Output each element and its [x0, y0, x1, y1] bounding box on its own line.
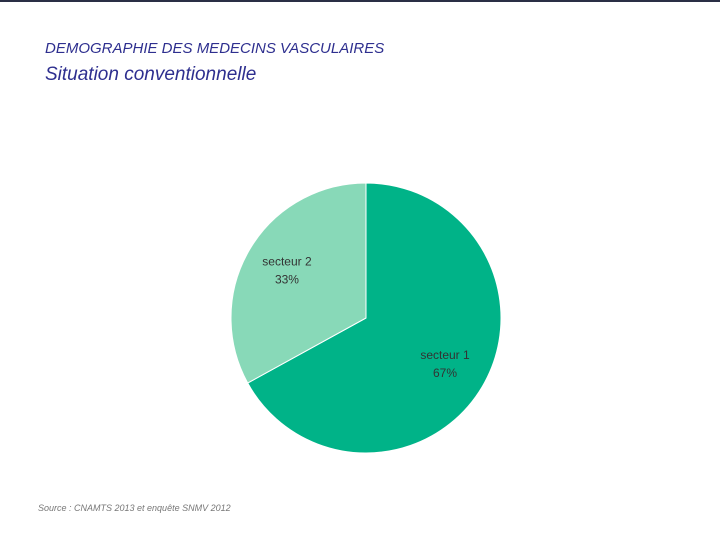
top-border — [0, 0, 720, 2]
slice-value-label: 67% — [433, 366, 457, 380]
slice-category-label: secteur 1 — [420, 348, 470, 362]
chart-subtitle: Situation conventionnelle — [45, 64, 256, 85]
chart-title: DEMOGRAPHIE DES MEDECINS VASCULAIRES — [45, 40, 384, 57]
source-note: Source : CNAMTS 2013 et enquête SNMV 201… — [38, 503, 231, 513]
slice-value-label: 33% — [275, 272, 299, 286]
pie-slice — [247, 182, 502, 454]
pie-slice — [230, 182, 367, 384]
slice-category-label: secteur 2 — [262, 254, 312, 268]
